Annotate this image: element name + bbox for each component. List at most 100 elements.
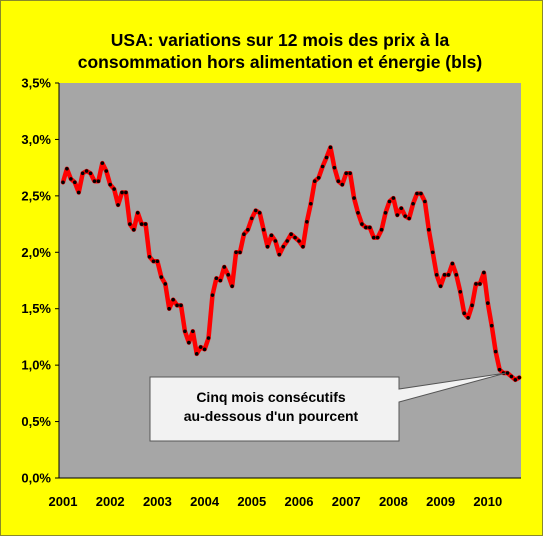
data-point <box>128 222 132 226</box>
y-tick-label: 0,5% <box>21 414 51 429</box>
data-point <box>375 235 380 240</box>
data-point <box>474 282 478 286</box>
data-point <box>226 273 230 277</box>
data-point <box>403 214 408 218</box>
data-point <box>179 303 183 308</box>
data-point <box>155 259 160 264</box>
data-point <box>167 306 171 311</box>
data-point <box>348 171 352 176</box>
data-point <box>120 190 124 195</box>
data-point <box>442 273 447 277</box>
data-point <box>360 222 364 226</box>
data-point <box>80 171 85 176</box>
data-point <box>210 293 215 297</box>
data-point <box>171 297 175 302</box>
data-point <box>301 244 305 249</box>
data-point <box>187 340 191 345</box>
data-point <box>368 225 372 230</box>
data-point <box>415 191 419 196</box>
data-point <box>198 345 203 349</box>
x-tick-label: 2003 <box>143 494 172 509</box>
data-point <box>482 270 486 275</box>
data-point <box>493 349 498 354</box>
data-point <box>147 255 152 259</box>
data-point <box>497 367 502 372</box>
x-tick-label: 2001 <box>49 494 78 509</box>
data-point <box>194 352 199 356</box>
data-point <box>293 235 297 240</box>
x-tick-label: 2010 <box>473 494 502 509</box>
data-point <box>438 284 443 288</box>
data-point <box>61 180 65 185</box>
data-point <box>261 227 266 232</box>
data-point <box>96 179 101 183</box>
data-point <box>132 227 136 232</box>
data-point <box>84 169 89 173</box>
data-point <box>328 145 333 150</box>
data-point <box>383 210 388 215</box>
data-point <box>489 323 494 328</box>
data-point <box>324 155 329 160</box>
data-point <box>305 220 309 224</box>
annotation-callout: Cinq mois consécutifs au-dessous d'un po… <box>149 372 507 442</box>
data-point <box>277 252 282 257</box>
data-point <box>242 232 246 237</box>
y-tick-label: 0,0% <box>21 471 51 486</box>
data-point <box>450 261 455 266</box>
data-point <box>257 210 262 215</box>
data-point <box>206 336 211 340</box>
data-point <box>273 239 278 243</box>
data-point <box>222 265 227 269</box>
data-point <box>289 232 293 237</box>
y-tick-label: 3,5% <box>21 76 51 91</box>
data-point <box>387 199 392 204</box>
data-point <box>269 233 274 238</box>
data-point <box>65 166 69 171</box>
data-point <box>344 171 349 176</box>
data-point <box>124 190 128 195</box>
series-layer <box>60 145 522 383</box>
data-point <box>419 191 423 196</box>
data-point <box>462 311 467 316</box>
x-axis-ticks: 2001 2002 2003 2004 2005 2006 2007 2008 2009 2010 <box>49 477 521 509</box>
data-point <box>76 190 81 195</box>
callout-line-2: au-dessous d'un pourcent <box>184 408 359 424</box>
y-tick-label: 1,0% <box>21 358 51 373</box>
data-point <box>250 216 254 221</box>
data-point <box>230 284 234 288</box>
data-point <box>265 244 270 249</box>
data-point <box>116 203 120 207</box>
data-point <box>364 225 368 230</box>
data-point <box>297 239 301 243</box>
data-point <box>246 227 250 232</box>
chart-title-line-1: USA: variations sur 12 mois des prix à l… <box>111 30 450 50</box>
data-point <box>112 187 116 191</box>
x-tick-label: 2007 <box>332 494 361 509</box>
chart-title-line-2: consommation hors alimentation et énergi… <box>78 52 483 72</box>
x-tick-label: 2008 <box>379 494 408 509</box>
y-tick-label: 3,0% <box>21 132 51 147</box>
data-point <box>454 273 459 277</box>
data-point <box>214 276 219 281</box>
data-point <box>332 165 337 170</box>
data-point <box>108 182 112 187</box>
callout-box <box>149 372 507 442</box>
data-point <box>159 275 164 279</box>
data-point <box>281 244 286 249</box>
data-point <box>151 259 156 264</box>
data-point <box>309 201 313 206</box>
data-point <box>191 329 195 334</box>
data-point <box>379 227 384 232</box>
data-point <box>513 378 518 382</box>
data-point <box>104 169 109 173</box>
data-point <box>88 171 93 176</box>
data-point <box>336 179 341 183</box>
x-tick-label: 2004 <box>190 494 220 509</box>
data-point <box>399 206 404 211</box>
data-point <box>285 239 290 243</box>
data-point <box>391 196 396 200</box>
data-point <box>92 179 97 183</box>
data-point <box>100 161 105 165</box>
data-point <box>517 375 522 380</box>
